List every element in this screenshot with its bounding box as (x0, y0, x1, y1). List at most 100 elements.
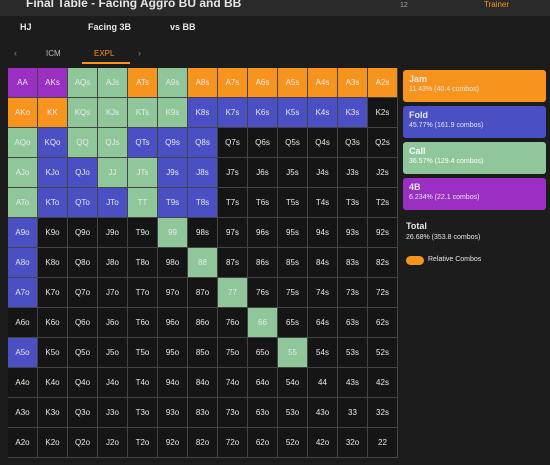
hand-cell[interactable]: K6o (38, 308, 67, 337)
hand-cell[interactable]: 84o (188, 368, 217, 397)
hand-cell[interactable]: 82o (188, 428, 217, 457)
hand-cell[interactable]: Q7o (68, 278, 97, 307)
hand-cell[interactable]: A5o (8, 338, 37, 367)
hand-cell[interactable]: T7o (128, 278, 157, 307)
hand-cell[interactable]: 98s (188, 218, 217, 247)
hand-cell[interactable]: 72o (218, 428, 247, 457)
hand-cell[interactable]: 66 (248, 308, 277, 337)
hand-cell[interactable]: K8o (38, 248, 67, 277)
hand-cell[interactable]: A7s (218, 68, 247, 97)
hand-cell[interactable]: KTs (128, 98, 157, 127)
hand-cell[interactable]: QJo (68, 158, 97, 187)
hand-cell[interactable]: J6s (248, 158, 277, 187)
hand-cell[interactable]: Q4o (68, 368, 97, 397)
hand-cell[interactable]: A8o (8, 248, 37, 277)
hand-cell[interactable]: A3s (338, 68, 367, 97)
hand-cell[interactable]: 32o (338, 428, 367, 457)
hand-cell[interactable]: 54s (308, 338, 337, 367)
hand-cell[interactable]: T8o (128, 248, 157, 277)
hand-cell[interactable]: 85o (188, 338, 217, 367)
hand-cell[interactable]: 63o (248, 398, 277, 427)
hand-cell[interactable]: 96o (158, 308, 187, 337)
hand-cell[interactable]: TT (128, 188, 157, 217)
filter[interactable]: HJ (20, 22, 32, 32)
hand-cell[interactable]: 94o (158, 368, 187, 397)
hand-cell[interactable]: 22 (368, 428, 397, 457)
hand-cell[interactable]: 74s (308, 278, 337, 307)
hand-cell[interactable]: Q6s (248, 128, 277, 157)
hand-cell[interactable]: AQo (8, 128, 37, 157)
hand-cell[interactable]: J8o (98, 248, 127, 277)
hand-cell[interactable]: Q3s (338, 128, 367, 157)
tab[interactable]: ICM (46, 49, 61, 58)
hand-cell[interactable]: 93s (338, 218, 367, 247)
hand-cell[interactable]: 95o (158, 338, 187, 367)
hand-cell[interactable]: JTs (128, 158, 157, 187)
hand-cell[interactable]: 64s (308, 308, 337, 337)
hand-cell[interactable]: 53s (338, 338, 367, 367)
hand-cell[interactable]: 52o (278, 428, 307, 457)
hand-cell[interactable]: Q5o (68, 338, 97, 367)
hand-cell[interactable]: 97s (218, 218, 247, 247)
hand-cell[interactable]: 77 (218, 278, 247, 307)
hand-cell[interactable]: 55 (278, 338, 307, 367)
hand-cell[interactable]: QTs (128, 128, 157, 157)
hand-cell[interactable]: AA (8, 68, 37, 97)
hand-cell[interactable]: T7s (218, 188, 247, 217)
hand-cell[interactable]: T3o (128, 398, 157, 427)
hand-cell[interactable]: K2o (38, 428, 67, 457)
filter[interactable]: Facing 3B (88, 22, 132, 32)
hand-cell[interactable]: Q4s (308, 128, 337, 157)
hand-cell[interactable]: T2s (368, 188, 397, 217)
hand-cell[interactable]: Q6o (68, 308, 97, 337)
hand-cell[interactable]: ATo (8, 188, 37, 217)
hand-cell[interactable]: 86s (248, 248, 277, 277)
hand-cell[interactable]: J4o (98, 368, 127, 397)
hand-cell[interactable]: Q9o (68, 218, 97, 247)
hand-cell[interactable]: K7s (218, 98, 247, 127)
filter[interactable]: vs BB (170, 22, 196, 32)
hand-cell[interactable]: A6s (248, 68, 277, 97)
hand-cell[interactable]: AJo (8, 158, 37, 187)
hand-cell[interactable]: T8s (188, 188, 217, 217)
hand-cell[interactable]: T4o (128, 368, 157, 397)
hand-cell[interactable]: 99 (158, 218, 187, 247)
hand-cell[interactable]: A4s (308, 68, 337, 97)
hand-cell[interactable]: 76o (218, 308, 247, 337)
hand-cell[interactable]: QQ (68, 128, 97, 157)
hand-cell[interactable]: QJs (98, 128, 127, 157)
hand-cell[interactable]: KQs (68, 98, 97, 127)
hand-cell[interactable]: KTo (38, 188, 67, 217)
hand-cell[interactable]: 92o (158, 428, 187, 457)
hand-cell[interactable]: K3o (38, 398, 67, 427)
hand-cell[interactable]: 43s (338, 368, 367, 397)
hand-cell[interactable]: A7o (8, 278, 37, 307)
hand-cell[interactable]: 75o (218, 338, 247, 367)
hand-cell[interactable]: 33 (338, 398, 367, 427)
hand-cell[interactable]: J4s (308, 158, 337, 187)
hand-cell[interactable]: A6o (8, 308, 37, 337)
hand-cell[interactable]: 98o (158, 248, 187, 277)
hand-cell[interactable]: 65o (248, 338, 277, 367)
hand-cell[interactable]: 64o (248, 368, 277, 397)
hand-cell[interactable]: 32s (368, 398, 397, 427)
hand-cell[interactable]: A2o (8, 428, 37, 457)
tab[interactable]: EXPL (94, 49, 115, 58)
hand-cell[interactable]: 62s (368, 308, 397, 337)
hand-cell[interactable]: AQs (68, 68, 97, 97)
hand-cell[interactable]: 54o (278, 368, 307, 397)
hand-cell[interactable]: J9o (98, 218, 127, 247)
hand-cell[interactable]: A8s (188, 68, 217, 97)
hand-cell[interactable]: 76s (248, 278, 277, 307)
hand-cell[interactable]: T3s (338, 188, 367, 217)
prev[interactable]: ‹ (14, 48, 17, 58)
hand-cell[interactable]: T5s (278, 188, 307, 217)
hand-cell[interactable]: KJo (38, 158, 67, 187)
hand-cell[interactable]: KK (38, 98, 67, 127)
hand-cell[interactable]: 87o (188, 278, 217, 307)
hand-cell[interactable]: A9o (8, 218, 37, 247)
hand-cell[interactable]: 63s (338, 308, 367, 337)
hand-cell[interactable]: Q5s (278, 128, 307, 157)
hand-cell[interactable]: K8s (188, 98, 217, 127)
hand-cell[interactable]: 86o (188, 308, 217, 337)
